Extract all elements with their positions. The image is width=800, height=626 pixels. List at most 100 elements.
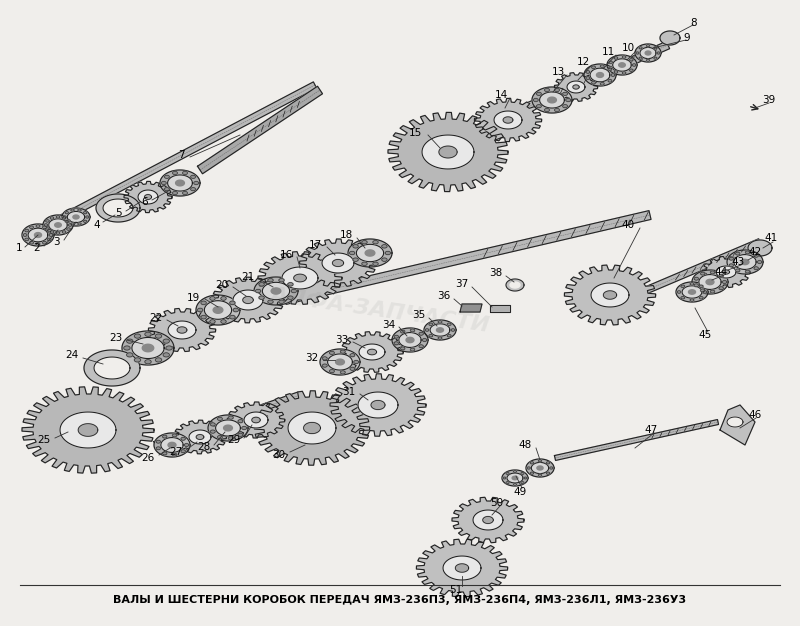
Polygon shape — [406, 337, 414, 342]
Polygon shape — [689, 290, 695, 294]
Polygon shape — [242, 297, 254, 304]
Ellipse shape — [746, 270, 750, 273]
Polygon shape — [565, 265, 656, 325]
Polygon shape — [720, 405, 755, 445]
Ellipse shape — [586, 71, 590, 73]
Polygon shape — [741, 259, 749, 265]
Ellipse shape — [534, 98, 538, 101]
Text: 36: 36 — [437, 291, 450, 301]
Polygon shape — [452, 497, 524, 543]
Ellipse shape — [46, 220, 50, 222]
Polygon shape — [635, 44, 661, 62]
Polygon shape — [252, 417, 260, 423]
Polygon shape — [613, 59, 631, 71]
Ellipse shape — [538, 459, 542, 462]
Ellipse shape — [46, 228, 50, 230]
Polygon shape — [78, 424, 98, 436]
Ellipse shape — [729, 257, 734, 260]
Ellipse shape — [527, 467, 530, 469]
Ellipse shape — [591, 66, 595, 69]
Ellipse shape — [373, 240, 378, 244]
Ellipse shape — [429, 323, 433, 326]
Ellipse shape — [353, 258, 358, 262]
Polygon shape — [227, 402, 285, 438]
Polygon shape — [288, 412, 336, 444]
Ellipse shape — [382, 258, 387, 262]
Ellipse shape — [622, 56, 626, 58]
Text: 35: 35 — [412, 310, 425, 320]
Polygon shape — [388, 113, 508, 192]
Ellipse shape — [218, 418, 222, 421]
Polygon shape — [618, 63, 626, 67]
Ellipse shape — [350, 354, 355, 357]
Ellipse shape — [50, 217, 54, 219]
Polygon shape — [682, 286, 702, 298]
Text: 30: 30 — [272, 450, 285, 460]
Text: 33: 33 — [334, 335, 348, 345]
Ellipse shape — [362, 262, 367, 265]
Ellipse shape — [719, 274, 723, 277]
Ellipse shape — [562, 92, 567, 95]
Polygon shape — [540, 92, 565, 108]
Ellipse shape — [545, 108, 550, 111]
Text: 49: 49 — [514, 487, 527, 497]
Ellipse shape — [230, 316, 235, 319]
Ellipse shape — [758, 260, 762, 264]
Text: 46: 46 — [749, 410, 762, 420]
Polygon shape — [161, 438, 183, 453]
Polygon shape — [22, 224, 54, 246]
Text: 18: 18 — [340, 230, 353, 240]
Ellipse shape — [210, 320, 215, 324]
Text: 40: 40 — [622, 220, 635, 230]
Polygon shape — [660, 31, 680, 45]
Ellipse shape — [600, 83, 604, 85]
Ellipse shape — [608, 80, 612, 82]
Ellipse shape — [419, 332, 423, 335]
Text: 43: 43 — [732, 257, 745, 267]
Ellipse shape — [754, 267, 758, 270]
Ellipse shape — [609, 66, 613, 69]
Text: 39: 39 — [762, 95, 775, 105]
Text: 3: 3 — [54, 237, 60, 247]
Ellipse shape — [23, 233, 27, 237]
Ellipse shape — [503, 477, 506, 479]
Polygon shape — [607, 55, 637, 75]
Ellipse shape — [630, 59, 633, 61]
Polygon shape — [154, 433, 190, 457]
Ellipse shape — [162, 452, 167, 455]
Ellipse shape — [166, 346, 172, 350]
Ellipse shape — [514, 483, 517, 485]
Ellipse shape — [530, 472, 534, 475]
Ellipse shape — [279, 279, 284, 282]
Ellipse shape — [410, 348, 414, 351]
Polygon shape — [482, 516, 494, 523]
Ellipse shape — [537, 92, 542, 95]
Ellipse shape — [42, 242, 46, 244]
Polygon shape — [424, 320, 456, 340]
Text: 44: 44 — [714, 267, 728, 277]
Ellipse shape — [155, 358, 162, 362]
Ellipse shape — [47, 238, 51, 241]
Ellipse shape — [451, 329, 455, 331]
Ellipse shape — [279, 300, 284, 304]
Text: 14: 14 — [494, 90, 508, 100]
Polygon shape — [591, 283, 629, 307]
Ellipse shape — [537, 105, 542, 108]
Ellipse shape — [609, 61, 613, 63]
Text: 1: 1 — [15, 243, 22, 253]
Polygon shape — [244, 412, 268, 428]
Ellipse shape — [703, 291, 707, 293]
Polygon shape — [356, 244, 384, 262]
Ellipse shape — [614, 71, 618, 73]
Ellipse shape — [722, 280, 726, 284]
Polygon shape — [548, 97, 557, 103]
Ellipse shape — [677, 291, 681, 293]
Ellipse shape — [394, 335, 398, 338]
Polygon shape — [531, 463, 549, 474]
Ellipse shape — [218, 436, 222, 439]
Ellipse shape — [562, 105, 567, 108]
Ellipse shape — [63, 216, 66, 218]
Polygon shape — [510, 282, 520, 288]
Ellipse shape — [735, 252, 740, 255]
Polygon shape — [358, 392, 398, 418]
